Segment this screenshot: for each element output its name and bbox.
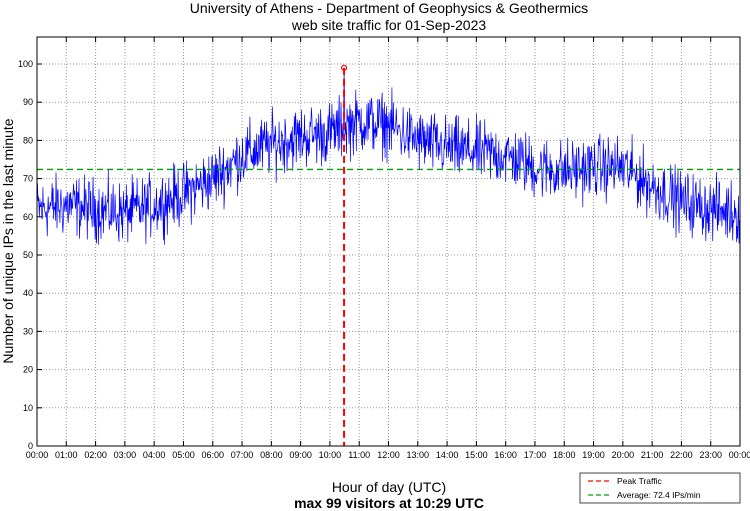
legend-peak-label: Peak Traffic: [617, 476, 662, 486]
x-tick-label: 09:00: [289, 450, 312, 460]
legend: Peak Traffic Average: 72.4 IPs/min: [579, 472, 741, 504]
y-tick-label: 40: [23, 288, 33, 298]
x-tick-label: 10:00: [319, 450, 342, 460]
chart-subtitle: web site traffic for 01-Sep-2023: [291, 17, 487, 33]
x-tick-label: 21:00: [641, 450, 664, 460]
x-tick-label: 19:00: [582, 450, 605, 460]
grid: [37, 37, 740, 446]
y-tick-label: 60: [23, 212, 33, 222]
traffic-series-line: [36, 67, 740, 245]
x-tick-label: 11:00: [348, 450, 370, 460]
x-tick-label: 22:00: [670, 450, 693, 460]
y-tick-label: 100: [18, 59, 33, 69]
x-tick-label: 08:00: [260, 450, 283, 460]
x-tick-label: 03:00: [114, 450, 137, 460]
x-tick-label: 01:00: [55, 450, 78, 460]
y-tick-label: 20: [23, 365, 33, 375]
x-tick-label: 12:00: [377, 450, 400, 460]
axis-ticks: 00:00 01:00 02:00 03:00 04:00 05:00 06:00 07:00…: [18, 37, 750, 460]
y-tick-label: 30: [23, 326, 33, 336]
y-tick-label: 90: [23, 97, 33, 107]
y-tick-label: 0: [28, 441, 33, 451]
x-tick-label: 13:00: [407, 450, 430, 460]
x-tick-label: 04:00: [143, 450, 166, 460]
y-tick-label: 10: [23, 403, 33, 413]
peak-marker: [340, 64, 348, 71]
x-tick-label: 06:00: [201, 450, 224, 460]
x-axis-label: Hour of day (UTC): [332, 479, 446, 495]
y-tick-label: 50: [23, 250, 33, 260]
x-tick-label: 07:00: [231, 450, 254, 460]
x-tick-label: 02:00: [84, 450, 107, 460]
plot-frame: [36, 36, 741, 447]
legend-average-label: Average: 72.4 IPs/min: [617, 490, 701, 500]
x-tick-label: 00:00: [729, 450, 750, 460]
x-tick-label: 00:00: [26, 450, 49, 460]
x-tick-label: 14:00: [436, 450, 459, 460]
y-tick-label: 70: [23, 174, 33, 184]
chart-title: University of Athens - Department of Geo…: [190, 0, 588, 16]
y-axis-label: Number of unique IPs in the last minute: [0, 118, 16, 363]
x-tick-label: 23:00: [699, 450, 722, 460]
max-visitors-footer: max 99 visitors at 10:29 UTC: [294, 495, 484, 511]
x-tick-label: 05:00: [172, 450, 195, 460]
x-tick-label: 18:00: [553, 450, 576, 460]
x-tick-label: 16:00: [494, 450, 517, 460]
y-tick-label: 80: [23, 135, 33, 145]
x-tick-label: 15:00: [465, 450, 488, 460]
x-tick-label: 17:00: [524, 450, 547, 460]
x-tick-label: 20:00: [612, 450, 635, 460]
